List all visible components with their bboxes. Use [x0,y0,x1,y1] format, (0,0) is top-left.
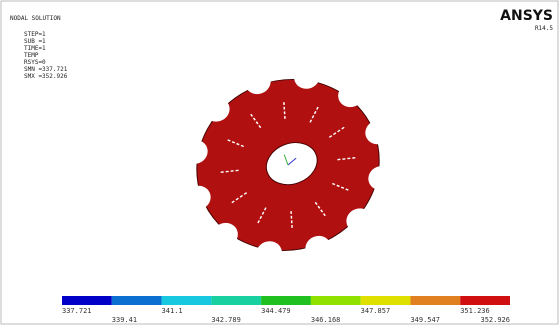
color-band [460,296,510,305]
color-band [112,296,162,305]
legend-label: 347.857 [361,307,391,315]
legend-label: 339.41 [112,316,137,324]
header-line: TEMP [24,52,39,59]
legend-label: 352.926 [480,316,510,324]
ansys-window: NODAL SOLUTION STEP=1SUB =1TIME=1TEMPRSY… [0,0,559,325]
color-band [311,296,361,305]
header-line: TIME=1 [24,45,46,52]
header-line: SMX =352.926 [24,73,68,80]
color-bar [62,296,510,305]
legend-label: 349.547 [410,316,440,324]
legend-label: 351.236 [460,307,490,315]
legend-label: 341.1 [162,307,183,315]
brand: ANSYS [500,8,553,24]
legend-label: 344.479 [261,307,291,315]
legend-label: 346.168 [311,316,341,324]
gear-model [151,33,424,296]
color-band [162,296,212,305]
legend-label: 337.721 [62,307,92,315]
version: R14.5 [535,25,553,32]
legend-labels: 337.721 339.41 341.1 342.789 344.479 346.168 3… [62,307,510,324]
header-line: SUB =1 [24,38,46,45]
header-line: RSYS=0 [24,59,46,66]
color-band [62,296,112,305]
color-band [211,296,261,305]
header-line: STEP=1 [24,31,46,38]
graphics: NODAL SOLUTION STEP=1SUB =1TIME=1TEMPRSY… [0,0,559,325]
title: NODAL SOLUTION [10,15,61,22]
legend-label: 342.789 [211,316,241,324]
header-line: SMN =337.721 [24,66,68,73]
color-band [410,296,460,305]
color-band [261,296,311,305]
color-band [361,296,411,305]
